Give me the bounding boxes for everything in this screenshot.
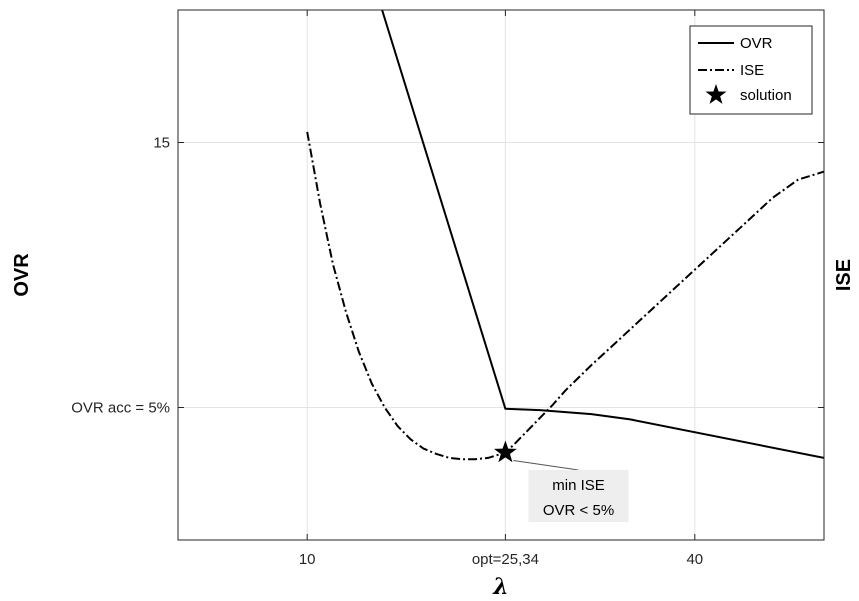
legend-solution-star-icon (705, 84, 727, 104)
series-line-ise (306, 131, 824, 461)
x-tick-label: opt=25,34 (472, 551, 539, 568)
legend-ise-label: ISE (740, 62, 764, 79)
legend-ovr-label: OVR (740, 35, 773, 52)
plot-frame (177, 9, 825, 541)
y-axis-title-left: OVR (11, 253, 33, 297)
solution-star-marker (493, 440, 517, 463)
x-axis-title: λ (492, 574, 508, 600)
x-tick-label: 10 (299, 551, 316, 568)
annotation-layer: min ISE OVR < 5% (493, 440, 629, 522)
x-tick-label: 40 (686, 551, 703, 568)
legend: OVR ISE solution (689, 25, 813, 115)
legend-solution-label: solution (740, 87, 792, 104)
y-tick-label: 15 (153, 135, 170, 152)
annotation-box (528, 469, 629, 522)
tick-layer: 10 opt=25,34 40 OVR acc = 5% 15 (71, 10, 824, 568)
y-axis-title-right: ISE (833, 259, 855, 291)
y-tick-label: OVR acc = 5% (71, 400, 170, 417)
series-line-ovr (381, 10, 824, 459)
annotation-arrow (513, 460, 579, 471)
annotation-line-2: OVR < 5% (543, 502, 614, 519)
annotation-line-1: min ISE (552, 477, 605, 494)
